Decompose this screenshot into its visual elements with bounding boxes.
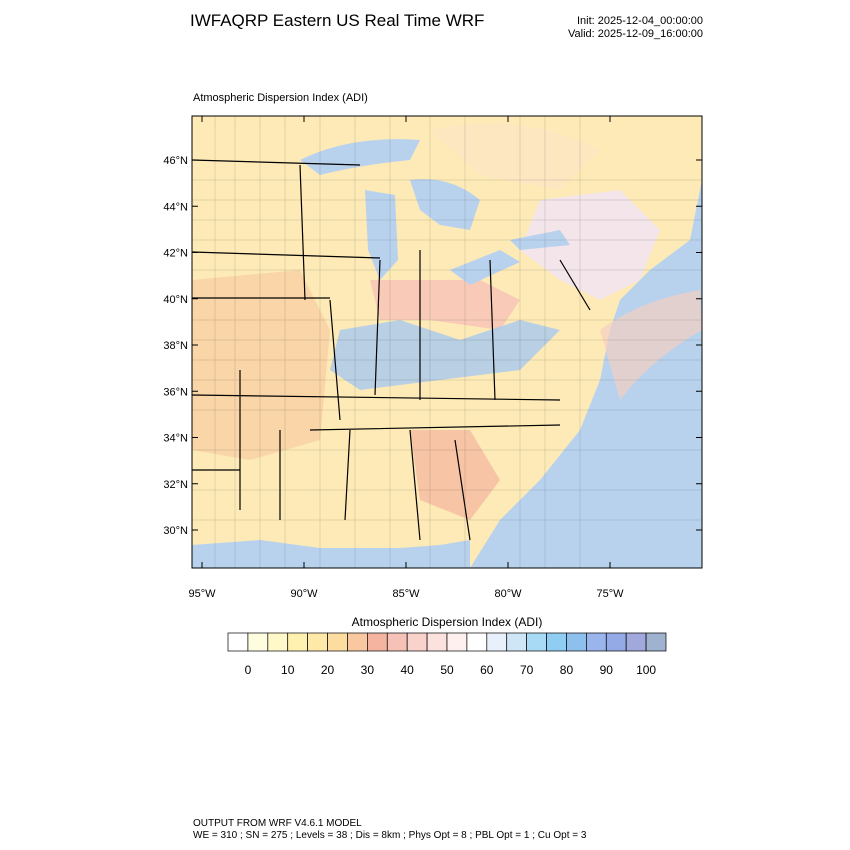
lon-label: 85°W bbox=[392, 588, 420, 600]
colorbar-box bbox=[466, 632, 488, 652]
lat-label: 40°N bbox=[163, 294, 188, 306]
colorbar-box bbox=[367, 632, 388, 652]
lon-label: 75°W bbox=[596, 588, 624, 600]
colorbar-label: 0 bbox=[245, 663, 252, 677]
colorbar-box bbox=[546, 632, 567, 652]
footer-line: OUTPUT FROM WRF V4.6.1 MODEL bbox=[193, 818, 362, 829]
colorbar-label: 90 bbox=[600, 663, 614, 677]
colorbar-box bbox=[247, 632, 269, 652]
colorbar-box bbox=[347, 632, 368, 652]
lat-label: 42°N bbox=[163, 248, 188, 260]
colorbar-label: 10 bbox=[281, 663, 295, 677]
colorbar-box bbox=[406, 632, 428, 652]
colorbar-box bbox=[426, 632, 448, 652]
colorbar-box bbox=[645, 632, 667, 652]
lon-label: 90°W bbox=[290, 588, 318, 600]
colorbar-label: 60 bbox=[480, 663, 494, 677]
colorbar-box bbox=[446, 632, 468, 652]
colorbar-label: 80 bbox=[560, 663, 574, 677]
lat-label: 32°N bbox=[163, 479, 188, 491]
colorbar-box bbox=[566, 632, 587, 652]
init-time: Init: 2025-12-04_00:00:00 bbox=[577, 15, 703, 27]
colorbar-label: 70 bbox=[520, 663, 534, 677]
map-frame bbox=[191, 115, 703, 569]
lat-label: 44°N bbox=[163, 201, 188, 213]
map-title: Atmospheric Dispersion Index (ADI) bbox=[193, 92, 368, 104]
lat-label: 38°N bbox=[163, 340, 188, 352]
colorbar-box bbox=[506, 632, 527, 652]
colorbar-title: Atmospheric Dispersion Index (ADI) bbox=[352, 615, 543, 629]
colorbar-box bbox=[586, 632, 607, 652]
map-field bbox=[192, 116, 702, 568]
colorbar-box bbox=[605, 632, 627, 652]
footer-line: WE = 310 ; SN = 275 ; Levels = 38 ; Dis … bbox=[193, 830, 587, 841]
colorbar-box bbox=[227, 632, 249, 652]
lat-label: 30°N bbox=[163, 525, 188, 537]
colorbar-box bbox=[625, 632, 647, 652]
lat-label: 46°N bbox=[163, 155, 188, 167]
colorbar-box bbox=[327, 632, 348, 652]
valid-time: Valid: 2025-12-09_16:00:00 bbox=[568, 28, 703, 40]
colorbar-box bbox=[287, 632, 308, 652]
colorbar-label: 50 bbox=[440, 663, 454, 677]
lon-label: 95°W bbox=[188, 588, 216, 600]
colorbar-box bbox=[526, 632, 547, 652]
colorbar-box bbox=[307, 632, 328, 652]
title: IWFAQRP Eastern US Real Time WRF bbox=[190, 11, 484, 30]
colorbar-box bbox=[267, 632, 289, 652]
lon-label: 80°W bbox=[494, 588, 522, 600]
colorbar-label: 100 bbox=[636, 663, 656, 677]
lat-label: 36°N bbox=[163, 386, 188, 398]
colorbar-label: 30 bbox=[361, 663, 375, 677]
lat-label: 34°N bbox=[163, 433, 188, 445]
colorbar-label: 40 bbox=[401, 663, 415, 677]
colorbar-box bbox=[386, 632, 408, 652]
colorbar-label: 20 bbox=[321, 663, 335, 677]
colorbar-box bbox=[486, 632, 508, 652]
